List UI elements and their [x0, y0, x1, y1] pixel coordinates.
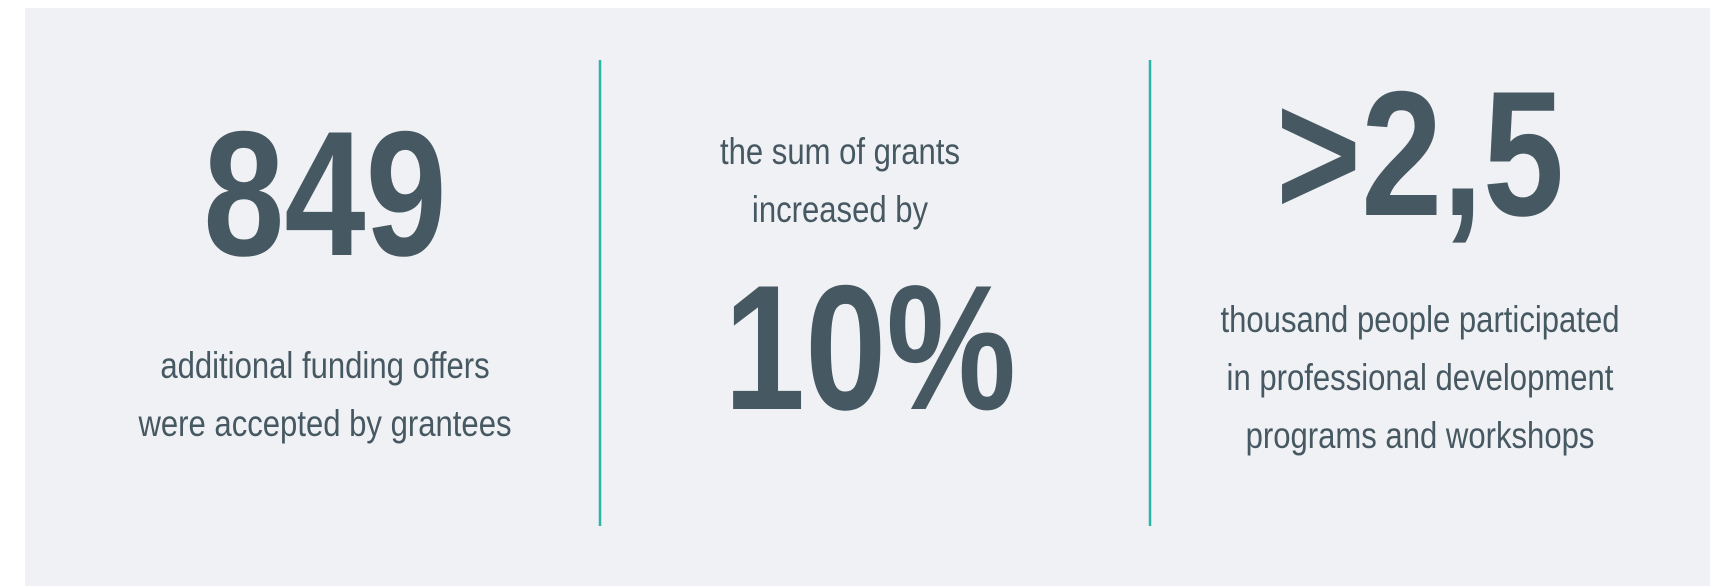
stat-1: 849: [203, 95, 447, 293]
stat-figure: 10%: [724, 249, 1016, 447]
stat-caption: were accepted by grantees: [138, 403, 512, 444]
stat-3: >2,5: [1276, 55, 1564, 253]
stat-intro: increased by: [752, 189, 929, 230]
panel-background: [25, 8, 1710, 586]
stat-caption: additional funding offers: [160, 345, 489, 386]
stat-2-intro: the sum of grants increased by: [720, 131, 960, 230]
stat-intro: the sum of grants: [720, 131, 960, 172]
stat-caption: thousand people participated: [1220, 299, 1619, 340]
stat-caption: programs and workshops: [1246, 415, 1595, 456]
stat-caption: in professional development: [1227, 357, 1614, 398]
stat-figure: 849: [203, 95, 447, 293]
stat-3-caption: thousand people participated in professi…: [1220, 299, 1619, 456]
stat-2: 10%: [724, 249, 1016, 447]
stat-1-caption: additional funding offers were accepted …: [138, 345, 512, 444]
stat-figure: >2,5: [1276, 55, 1564, 253]
